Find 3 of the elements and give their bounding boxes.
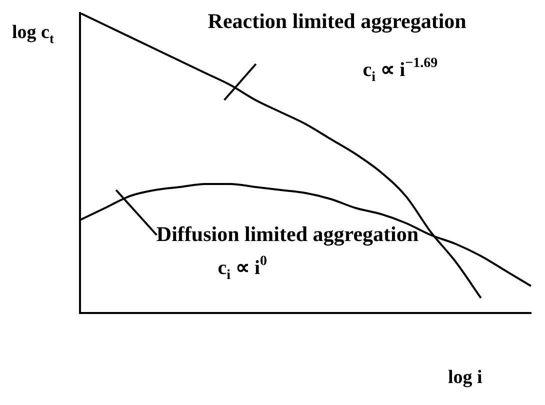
series-label: Diffusion limited aggregation <box>156 222 419 246</box>
series-label: Reaction limited aggregation <box>208 9 467 33</box>
x-axis-title: log i <box>448 367 482 388</box>
